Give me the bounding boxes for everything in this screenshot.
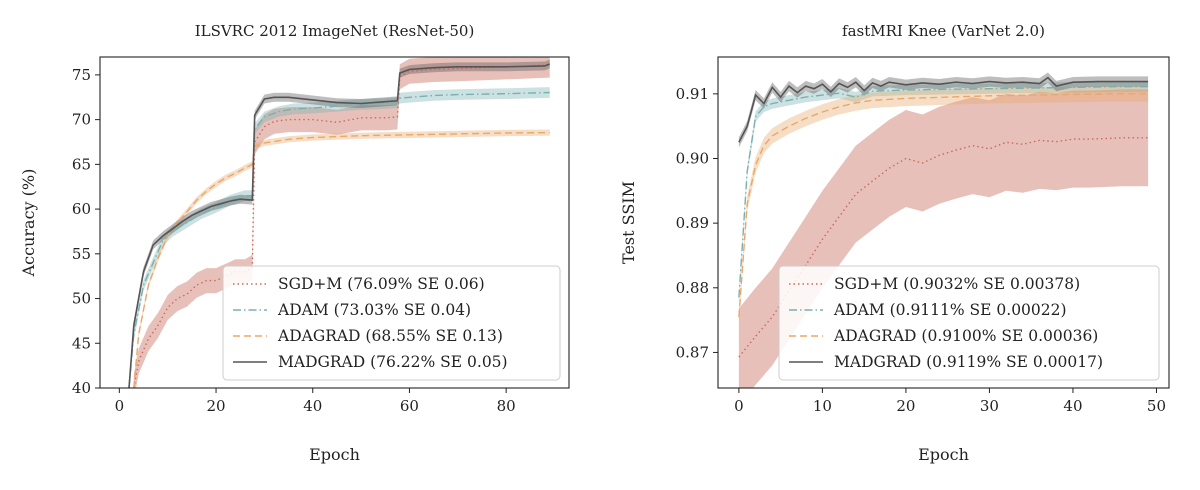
legend-entry-4: MADGRAD (76.22% SE 0.05): [278, 353, 508, 371]
series-line-3: [738, 93, 1149, 317]
y-tick-label: 55: [72, 245, 91, 263]
series-band-2: [738, 81, 1149, 303]
series-line-1: [738, 137, 1149, 358]
series-group: [738, 72, 1149, 388]
legend: SGD+M (0.9032% SE 0.00378) ADAM (0.9111% …: [778, 265, 1160, 381]
series-band-1: [738, 89, 1149, 388]
series-band-4: [738, 72, 1149, 148]
x-axis-label: Epoch: [309, 445, 360, 464]
series-line-3: [133, 131, 550, 388]
y-tick-label: 70: [72, 111, 91, 129]
plot-frame: [717, 56, 1170, 389]
x-tick-label: 0: [734, 397, 744, 415]
chart-title: ILSVRC 2012 ImageNet (ResNet-50): [195, 22, 475, 40]
series-line-4: [738, 76, 1149, 143]
legend-entry-4: MADGRAD (0.9119% SE 0.00017): [834, 353, 1103, 371]
chart-panel-1: ILSVRC 2012 ImageNet (ResNet-50) 0 20 40 60 8…: [19, 22, 570, 464]
x-tick-label: 60: [400, 397, 419, 415]
legend: SGD+M (76.09% SE 0.06) ADAM (73.03% SE 0.…: [222, 265, 561, 381]
legend-entry-1: SGD+M (0.9032% SE 0.00378): [834, 275, 1080, 293]
series-band-1: [133, 57, 550, 388]
legend-entry-2: ADAM (0.9111% SE 0.00022): [833, 301, 1067, 319]
x-axis-label: Epoch: [918, 445, 969, 464]
series-line-2: [128, 91, 550, 388]
legend-entry-2: ADAM (73.03% SE 0.04): [277, 301, 471, 319]
legend-entry-3: ADAGRAD (0.9100% SE 0.00036): [833, 327, 1098, 345]
series-line-2: [738, 85, 1149, 298]
x-tick-label: 10: [813, 397, 832, 415]
legend-entry-1: SGD+M (76.09% SE 0.06): [278, 275, 485, 293]
x-tick-label: 80: [497, 397, 516, 415]
chart-title: fastMRI Knee (VarNet 2.0): [842, 22, 1045, 40]
x-tick-label: 20: [206, 397, 225, 415]
y-tick-label: 0.87: [676, 343, 709, 361]
y-axis-label: Test SSIM: [619, 181, 638, 264]
x-tick-label: 40: [303, 397, 322, 415]
x-tick-label: 20: [896, 397, 915, 415]
y-tick-label: 0.88: [676, 279, 709, 297]
y-tick-label: 65: [72, 155, 91, 173]
y-tick-label: 60: [72, 200, 91, 218]
series-group: [128, 57, 550, 388]
legend-entry-3: ADAGRAD (68.55% SE 0.13): [277, 327, 503, 345]
y-tick-label: 50: [72, 290, 91, 308]
y-tick-label: 45: [72, 334, 91, 352]
x-tick-label: 30: [980, 397, 999, 415]
x-tick-label: 0: [115, 397, 125, 415]
legend-box: [222, 265, 561, 381]
y-tick-label: 0.91: [676, 85, 709, 103]
legend-box: [778, 265, 1160, 381]
y-tick-label: 0.90: [676, 149, 709, 167]
series-line-4: [128, 63, 550, 388]
plot-frame: [99, 56, 570, 389]
y-tick-label: 0.89: [676, 214, 709, 232]
y-tick-label: 40: [72, 379, 91, 397]
y-tick-label: 75: [72, 66, 91, 84]
chart-panel-2: fastMRI Knee (VarNet 2.0) 0 10 20 30 40 50 0.87…: [619, 22, 1170, 464]
y-axis-label: Accuracy (%): [19, 169, 38, 278]
x-tick-label: 40: [1063, 397, 1082, 415]
x-tick-label: 50: [1147, 397, 1166, 415]
